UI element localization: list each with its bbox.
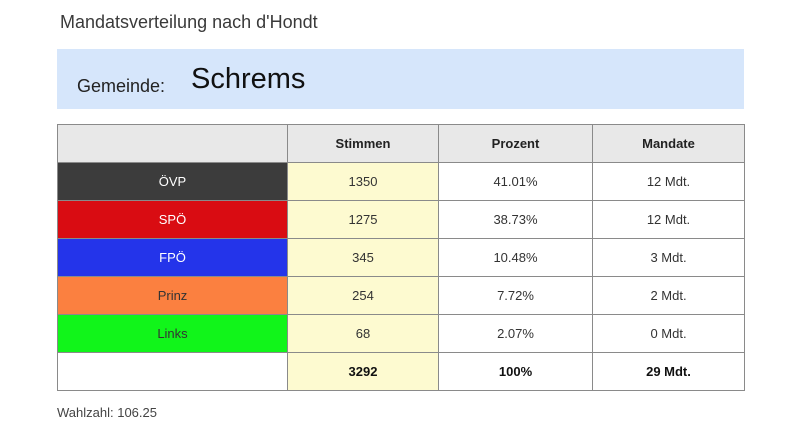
party-name: FPÖ bbox=[57, 238, 288, 277]
table-row: Links 68 2.07% 0 Mdt. bbox=[57, 314, 745, 353]
votes-cell: 68 bbox=[287, 314, 439, 353]
table-row: FPÖ 345 10.48% 3 Mdt. bbox=[57, 238, 745, 277]
total-percent: 100% bbox=[438, 352, 593, 391]
total-row: 3292 100% 29 Mdt. bbox=[57, 352, 745, 391]
total-seats: 29 Mdt. bbox=[592, 352, 745, 391]
seats-cell: 0 Mdt. bbox=[592, 314, 745, 353]
percent-cell: 2.07% bbox=[438, 314, 593, 353]
seats-cell: 12 Mdt. bbox=[592, 200, 745, 239]
votes-cell: 345 bbox=[287, 238, 439, 277]
municipality-label: Gemeinde: bbox=[77, 76, 166, 96]
percent-cell: 38.73% bbox=[438, 200, 593, 239]
municipality-name: Schrems bbox=[191, 63, 306, 95]
municipality-header: Gemeinde: Schrems bbox=[57, 49, 744, 109]
table-row: ÖVP 1350 41.01% 12 Mdt. bbox=[57, 162, 745, 201]
percent-cell: 10.48% bbox=[438, 238, 593, 277]
header-party bbox=[57, 124, 288, 163]
quota-text: Wahlzahl: 106.25 bbox=[57, 405, 157, 420]
seats-cell: 2 Mdt. bbox=[592, 276, 745, 315]
party-name: Prinz bbox=[57, 276, 288, 315]
seats-cell: 3 Mdt. bbox=[592, 238, 745, 277]
header-votes: Stimmen bbox=[287, 124, 439, 163]
total-votes: 3292 bbox=[287, 352, 439, 391]
total-label-cell bbox=[57, 352, 288, 391]
seats-cell: 12 Mdt. bbox=[592, 162, 745, 201]
header-percent: Prozent bbox=[438, 124, 593, 163]
party-name: SPÖ bbox=[57, 200, 288, 239]
votes-cell: 254 bbox=[287, 276, 439, 315]
table-row: Prinz 254 7.72% 2 Mdt. bbox=[57, 276, 745, 315]
percent-cell: 41.01% bbox=[438, 162, 593, 201]
party-name: Links bbox=[57, 314, 288, 353]
votes-cell: 1275 bbox=[287, 200, 439, 239]
votes-cell: 1350 bbox=[287, 162, 439, 201]
page-title: Mandatsverteilung nach d'Hondt bbox=[60, 12, 318, 32]
percent-cell: 7.72% bbox=[438, 276, 593, 315]
table-header-row: Stimmen Prozent Mandate bbox=[57, 124, 745, 163]
header-seats: Mandate bbox=[592, 124, 745, 163]
party-name: ÖVP bbox=[57, 162, 288, 201]
table-row: SPÖ 1275 38.73% 12 Mdt. bbox=[57, 200, 745, 239]
results-table: Stimmen Prozent Mandate ÖVP 1350 41.01% … bbox=[57, 124, 745, 391]
